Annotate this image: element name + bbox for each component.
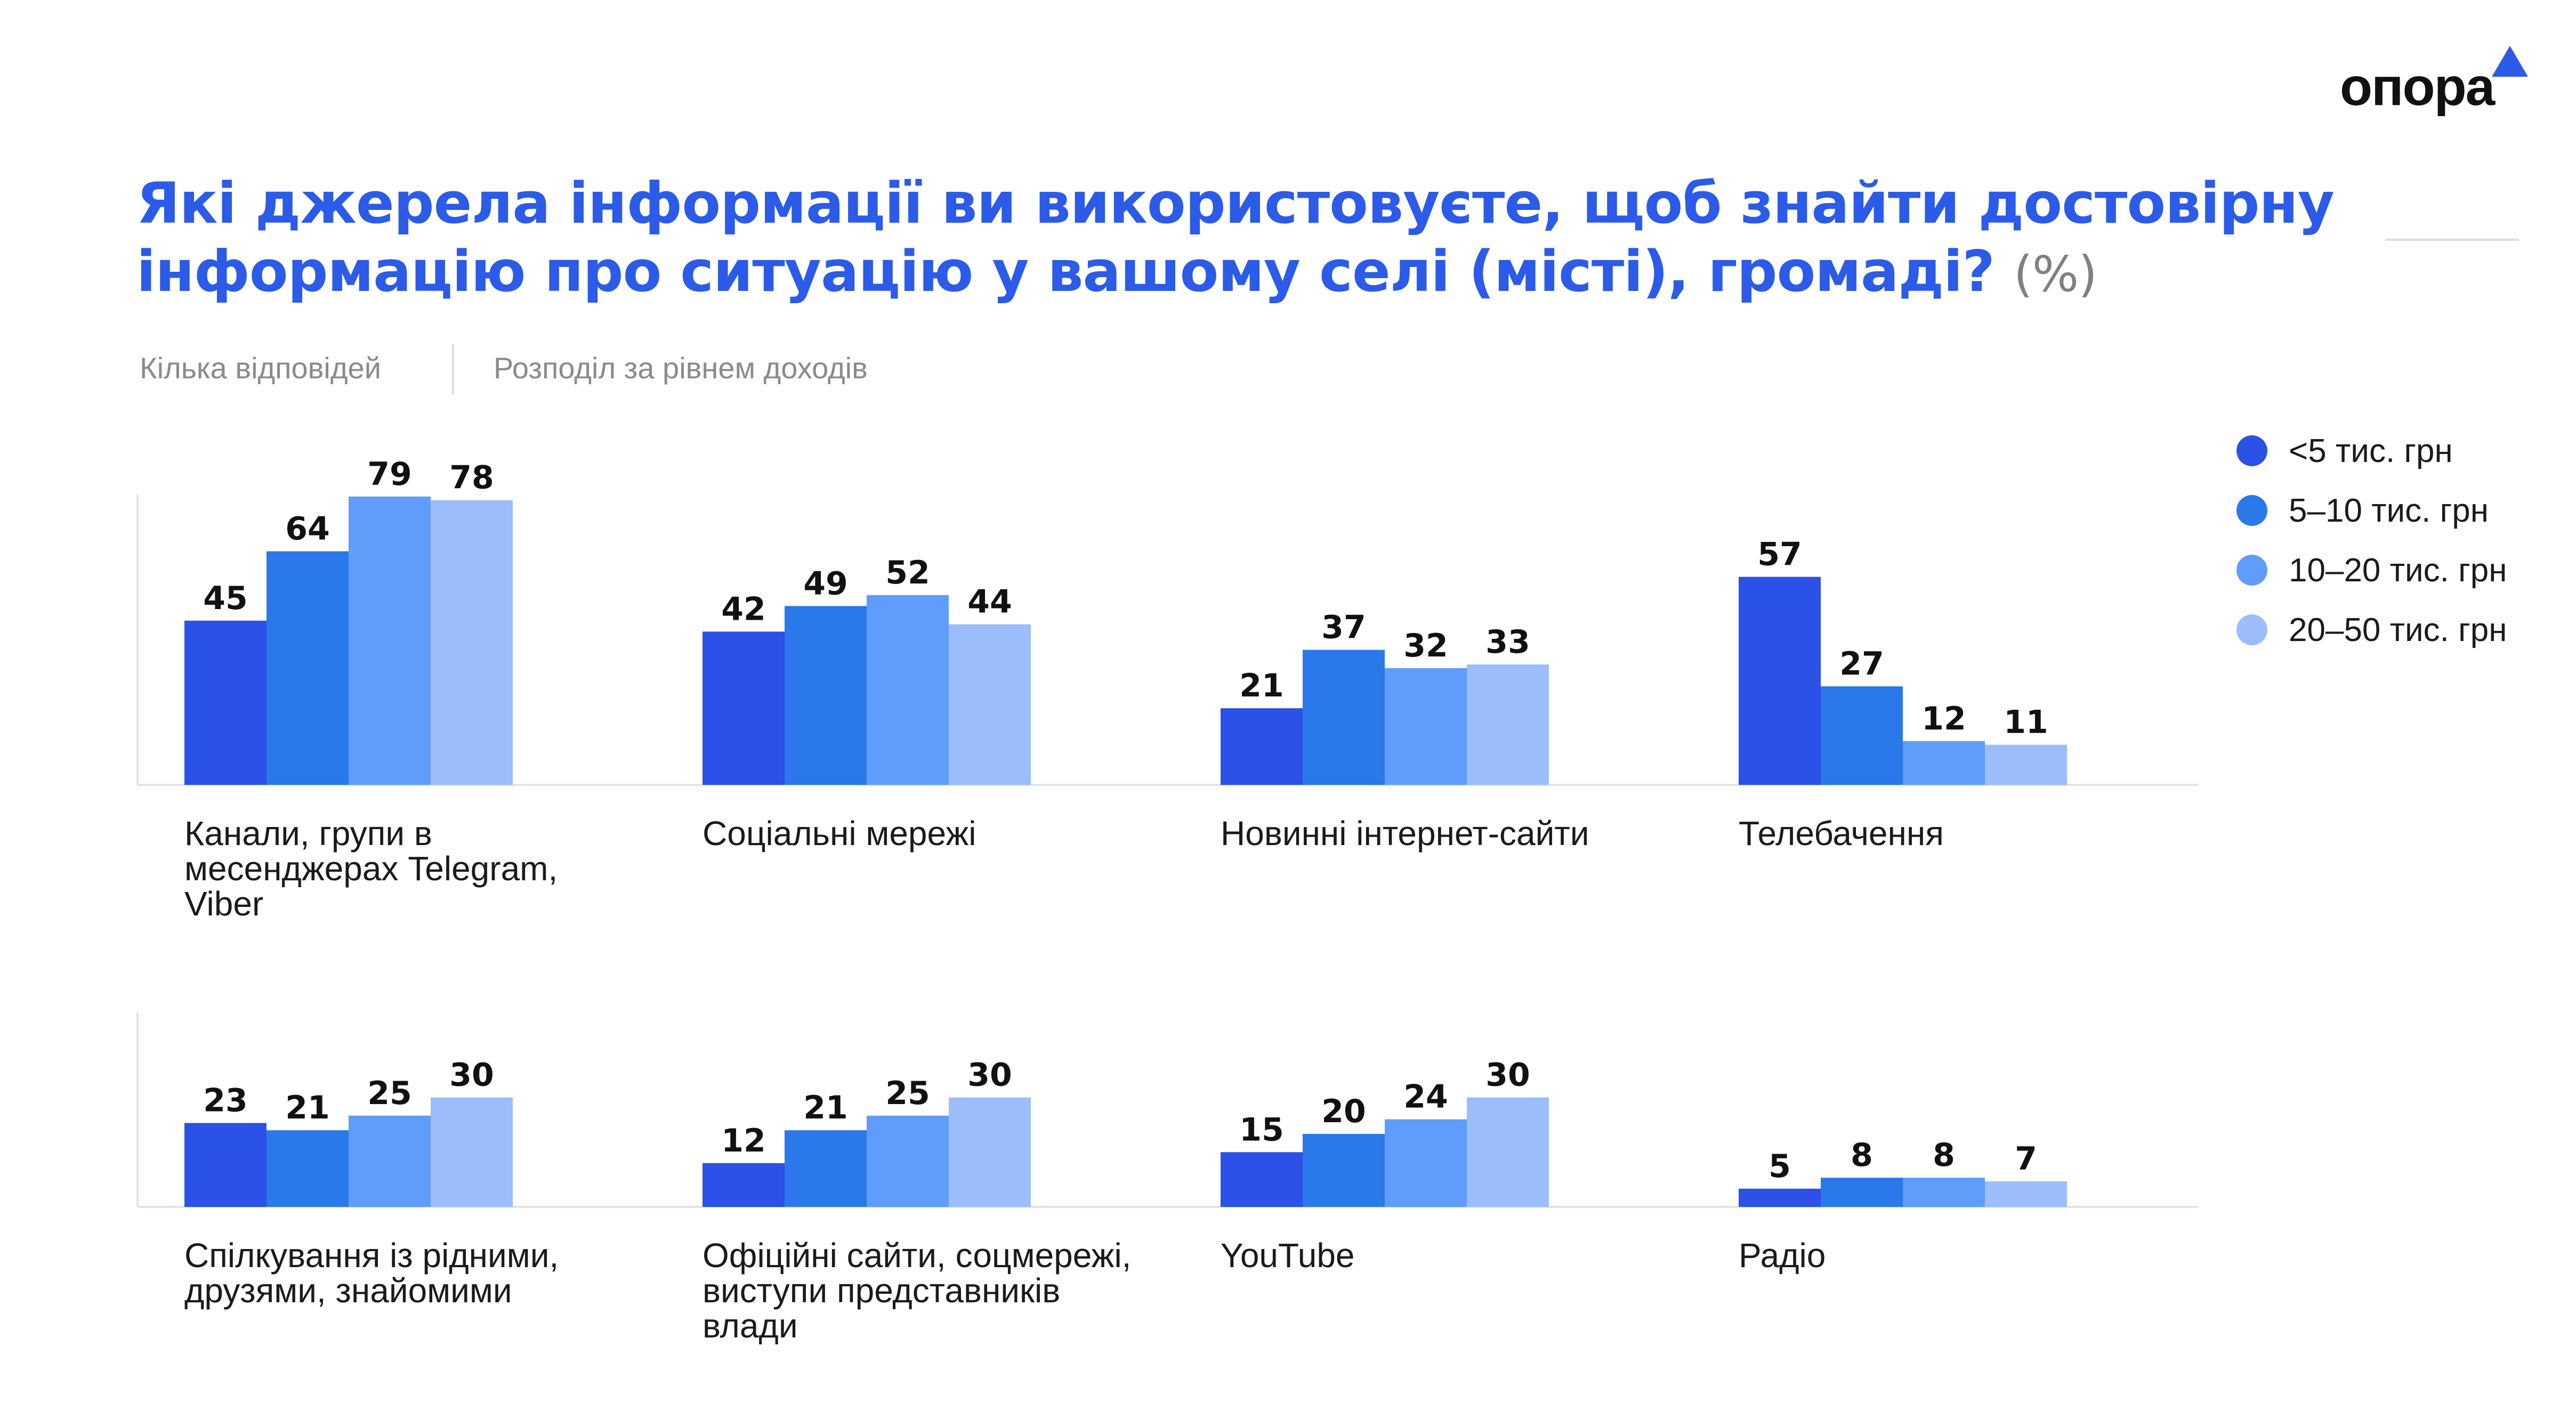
bar (1739, 1188, 1821, 1207)
category-label: Офіційні сайти, соцмережі, виступи предс… (702, 1236, 1132, 1345)
bar (1385, 668, 1467, 785)
data-label: 11 (2004, 704, 2048, 741)
legend-label-3: 10–20 тис. грн (2289, 552, 2507, 589)
bar (702, 631, 785, 785)
data-label: 33 (1485, 623, 1530, 661)
legend-swatch-3 (2236, 555, 2267, 586)
bar (867, 595, 949, 785)
data-label: 20 (1321, 1093, 1366, 1130)
data-label: 42 (721, 590, 766, 628)
data-label: 25 (367, 1075, 412, 1112)
category-label: Новинні інтернет-сайти (1221, 814, 1589, 853)
data-label: 44 (967, 583, 1012, 621)
bar (1467, 1097, 1549, 1207)
legend: <5 тис. грн 5–10 тис. грн 10–20 тис. грн… (2236, 421, 2507, 660)
data-label: 21 (285, 1089, 330, 1126)
data-label: 25 (885, 1075, 930, 1112)
data-label: 5 (1769, 1148, 1791, 1185)
bar (1821, 1178, 1903, 1207)
bar (349, 496, 431, 785)
data-label: 30 (1485, 1057, 1530, 1094)
logo-divider (2386, 239, 2519, 241)
category-label: YouTube (1221, 1236, 1355, 1275)
category-label: Телебачення (1739, 814, 1944, 853)
bar (1303, 1134, 1385, 1207)
data-label: 15 (1239, 1111, 1284, 1148)
bar (1903, 1178, 1985, 1207)
legend-swatch-2 (2236, 495, 2267, 526)
data-label: 21 (1239, 667, 1284, 704)
bar (949, 624, 1031, 785)
data-label: 12 (721, 1122, 766, 1159)
data-label: 30 (967, 1057, 1012, 1094)
bar (1985, 744, 2067, 785)
legend-label-1: <5 тис. грн (2289, 432, 2453, 469)
bar (1985, 1181, 2067, 1207)
data-label: 78 (449, 459, 494, 497)
legend-swatch-4 (2236, 614, 2267, 645)
data-label: 7 (2015, 1140, 2037, 1178)
bar (867, 1115, 949, 1207)
logo-triangle-icon (2492, 46, 2528, 77)
category-label: Соціальні мережі (702, 814, 976, 853)
bar (1467, 664, 1549, 785)
legend-item-3: 10–20 тис. грн (2236, 540, 2507, 600)
bar (1385, 1119, 1467, 1207)
bar (1221, 1152, 1303, 1207)
bar (785, 1130, 867, 1207)
legend-label-4: 20–50 тис. грн (2289, 611, 2507, 648)
bar (949, 1097, 1031, 1207)
data-label: 45 (203, 580, 248, 617)
legend-swatch-1 (2236, 435, 2267, 466)
subtitle-divider (452, 344, 454, 394)
category-label: Радіо (1739, 1236, 1826, 1275)
bar (1739, 577, 1821, 785)
data-label: 37 (1321, 609, 1366, 646)
bar (184, 620, 267, 785)
legend-item-1: <5 тис. грн (2236, 421, 2507, 481)
data-label: 24 (1403, 1078, 1448, 1116)
bar (1903, 741, 1985, 785)
bar (431, 1097, 513, 1207)
subtitle-multiple-answers: Кілька відповідей (140, 351, 381, 385)
legend-label-2: 5–10 тис. грн (2289, 492, 2489, 529)
bar (431, 500, 513, 785)
data-label: 79 (367, 456, 412, 493)
data-label: 8 (1933, 1137, 1955, 1174)
data-label: 23 (203, 1082, 248, 1119)
bar (1821, 686, 1903, 785)
opora-logo: опора (2340, 46, 2532, 126)
category-label: Спілкування із рідними, друзями, знайоми… (184, 1236, 559, 1310)
bar (349, 1115, 431, 1207)
data-label: 52 (885, 554, 930, 591)
logo-text: опора (2340, 57, 2495, 117)
chart-title: Які джерела інформації ви використовуєте… (136, 171, 2335, 304)
bar (267, 551, 349, 785)
data-label: 12 (1921, 700, 1966, 737)
data-label: 64 (285, 510, 330, 548)
bar (785, 606, 867, 785)
data-label: 27 (1839, 645, 1884, 683)
data-label: 8 (1851, 1137, 1873, 1174)
title-unit: (%) (2013, 246, 2097, 303)
data-label: 57 (1757, 536, 1802, 573)
bar (1221, 708, 1303, 785)
data-label: 32 (1403, 627, 1448, 664)
bar (702, 1163, 785, 1207)
bar (1303, 650, 1385, 785)
legend-item-4: 20–50 тис. грн (2236, 600, 2507, 660)
data-label: 49 (803, 565, 848, 602)
subtitle-breakdown: Розподіл за рівнем доходів (494, 351, 868, 385)
legend-item-2: 5–10 тис. грн (2236, 481, 2507, 540)
bar (267, 1130, 349, 1207)
category-label: Канали, групи в месенджерах Telegram, Vi… (184, 814, 558, 923)
bar (184, 1123, 267, 1207)
data-label: 21 (803, 1089, 848, 1126)
data-label: 30 (449, 1057, 494, 1094)
